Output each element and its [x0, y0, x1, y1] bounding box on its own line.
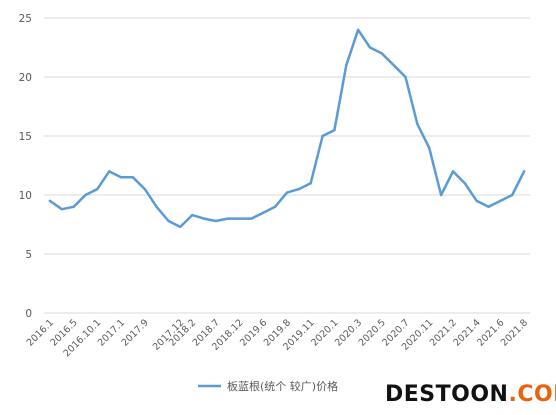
- data-point: [214, 219, 218, 223]
- data-point: [451, 170, 455, 173]
- legend: 板蓝根(统个 较广)价格: [198, 379, 338, 393]
- watermark-main-text: DESTOON: [385, 382, 508, 407]
- data-point: [179, 225, 182, 229]
- data-point: [167, 219, 170, 223]
- data-point: [297, 187, 301, 191]
- data-point: [404, 75, 407, 79]
- y-tick-label: 0: [25, 308, 32, 320]
- data-point: [190, 213, 194, 217]
- data-point: [380, 52, 384, 55]
- y-tick-label: 20: [19, 72, 32, 84]
- data-point: [511, 193, 514, 197]
- watermark: DESTOON.COM: [385, 382, 556, 407]
- data-point: [107, 170, 111, 173]
- gridlines: [44, 17, 530, 314]
- data-point: [238, 217, 241, 220]
- data-point: [522, 170, 526, 173]
- data-point: [345, 63, 348, 67]
- data-point: [202, 217, 206, 220]
- data-point: [72, 205, 75, 208]
- data-point: [119, 176, 123, 179]
- data-point: [463, 182, 467, 185]
- svg-text:DESTOON.COM: DESTOON.COM: [385, 382, 556, 407]
- watermark-suffix-text: .COM: [508, 382, 556, 407]
- y-tick-label: 15: [19, 131, 32, 143]
- data-point: [499, 199, 502, 203]
- data-point: [428, 146, 431, 149]
- data-point: [356, 28, 360, 31]
- y-tick-label: 25: [19, 13, 32, 25]
- data-point: [321, 134, 324, 138]
- legend-label: 板蓝根(统个 较广)价格: [227, 379, 338, 393]
- data-point: [131, 176, 135, 179]
- series-layer: [48, 28, 526, 229]
- data-point: [392, 63, 395, 67]
- data-point: [416, 123, 419, 126]
- data-point: [333, 128, 336, 132]
- data-point: [285, 191, 289, 194]
- y-axis-ticks: 0 5 10 15 20 25: [19, 13, 32, 320]
- data-point: [439, 193, 443, 197]
- data-point: [48, 199, 52, 203]
- y-tick-label: 5: [25, 249, 32, 261]
- data-point: [250, 217, 253, 220]
- data-point: [475, 199, 478, 203]
- data-point: [487, 205, 490, 208]
- data-point: [273, 205, 277, 208]
- data-point: [368, 46, 372, 49]
- y-tick-label: 10: [19, 190, 32, 202]
- data-point: [84, 193, 87, 197]
- data-point: [309, 182, 312, 185]
- data-point: [155, 205, 158, 208]
- data-point: [60, 207, 63, 211]
- data-point: [143, 187, 146, 191]
- data-point: [262, 211, 265, 214]
- data-point: [96, 187, 99, 191]
- data-point: [226, 217, 229, 220]
